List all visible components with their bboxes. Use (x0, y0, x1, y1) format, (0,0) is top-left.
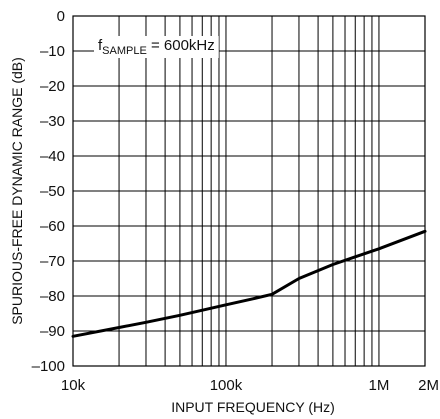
x-tick-label: 1M (369, 377, 390, 394)
y-tick-label: –40 (40, 148, 65, 165)
y-tick-label: –20 (40, 78, 65, 95)
grid (72, 15, 426, 367)
x-axis-label: INPUT FREQUENCY (Hz) (171, 399, 335, 415)
plot-frame (72, 15, 426, 367)
plot-border (72, 15, 426, 367)
y-tick-label: –60 (40, 218, 65, 235)
y-tick-label: 0 (57, 8, 65, 25)
series-group (71, 229, 427, 338)
x-tick-label: 2M (418, 377, 439, 394)
annotation-subscript: SAMPLE (102, 45, 147, 57)
x-tick-label: 100k (210, 377, 243, 394)
annotation-background (94, 36, 219, 58)
annotation-suffix: = 600kHz (147, 37, 215, 54)
y-tick-labels: 0 –10 –20 –30 –40 –50 –60 –70 –80 –90 –100 (32, 8, 65, 375)
series-line-0 (71, 229, 427, 338)
annotation-prefix: f (98, 37, 103, 54)
x-tick-label: 10k (61, 377, 86, 394)
y-tick-label: –10 (40, 43, 65, 60)
y-tick-label: –30 (40, 113, 65, 130)
y-tick-label: –90 (40, 323, 65, 340)
y-tick-label: –50 (40, 183, 65, 200)
y-axis-label: SPURIOUS-FREE DYNAMIC RANGE (dB) (9, 57, 25, 325)
y-tick-label: –70 (40, 253, 65, 270)
y-tick-label: –80 (40, 288, 65, 305)
annotation-fsample: fSAMPLE = 600kHz (98, 37, 215, 57)
y-tick-label: –100 (32, 358, 65, 375)
x-tick-labels: 10k 100k 1M 2M (61, 377, 439, 394)
